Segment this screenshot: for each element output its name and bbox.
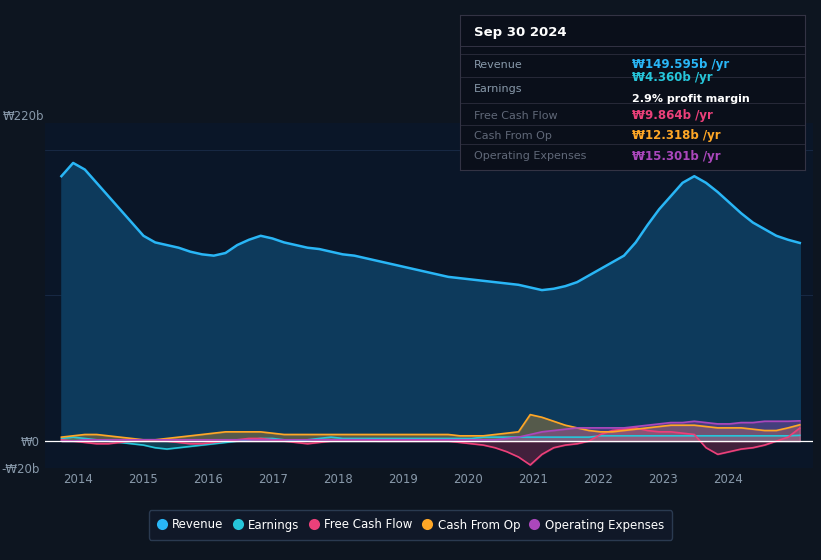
- Text: Sep 30 2024: Sep 30 2024: [474, 26, 566, 39]
- Text: Revenue: Revenue: [474, 59, 522, 69]
- Text: ₩4.360b /yr: ₩4.360b /yr: [632, 71, 713, 83]
- Text: Operating Expenses: Operating Expenses: [474, 151, 586, 161]
- Text: Cash From Op: Cash From Op: [474, 131, 552, 141]
- Text: Free Cash Flow: Free Cash Flow: [474, 111, 557, 121]
- Text: ₩15.301b /yr: ₩15.301b /yr: [632, 150, 721, 162]
- Text: 2.9% profit margin: 2.9% profit margin: [632, 94, 750, 104]
- Text: ₩149.595b /yr: ₩149.595b /yr: [632, 58, 730, 71]
- Text: ₩12.318b /yr: ₩12.318b /yr: [632, 129, 721, 142]
- Text: ₩9.864b /yr: ₩9.864b /yr: [632, 109, 713, 122]
- Legend: Revenue, Earnings, Free Cash Flow, Cash From Op, Operating Expenses: Revenue, Earnings, Free Cash Flow, Cash …: [149, 510, 672, 540]
- Text: Earnings: Earnings: [474, 85, 522, 95]
- Text: ₩220b: ₩220b: [3, 110, 44, 123]
